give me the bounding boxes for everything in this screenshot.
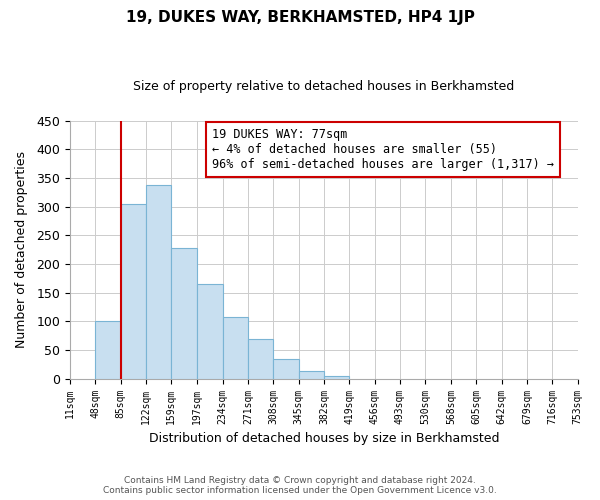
Bar	[324, 376, 349, 378]
Text: 19, DUKES WAY, BERKHAMSTED, HP4 1JP: 19, DUKES WAY, BERKHAMSTED, HP4 1JP	[125, 10, 475, 25]
Text: 19 DUKES WAY: 77sqm
← 4% of detached houses are smaller (55)
96% of semi-detache: 19 DUKES WAY: 77sqm ← 4% of detached hou…	[212, 128, 554, 172]
Bar	[171, 248, 197, 378]
X-axis label: Distribution of detached houses by size in Berkhamsted: Distribution of detached houses by size …	[149, 432, 499, 445]
Y-axis label: Number of detached properties: Number of detached properties	[15, 151, 28, 348]
Bar	[223, 318, 248, 378]
Title: Size of property relative to detached houses in Berkhamsted: Size of property relative to detached ho…	[133, 80, 514, 93]
Bar	[248, 338, 273, 378]
Bar	[95, 322, 121, 378]
Bar	[273, 359, 299, 378]
Text: Contains HM Land Registry data © Crown copyright and database right 2024.
Contai: Contains HM Land Registry data © Crown c…	[103, 476, 497, 495]
Bar	[146, 186, 171, 378]
Bar	[121, 204, 146, 378]
Bar	[299, 371, 324, 378]
Bar	[197, 284, 223, 378]
